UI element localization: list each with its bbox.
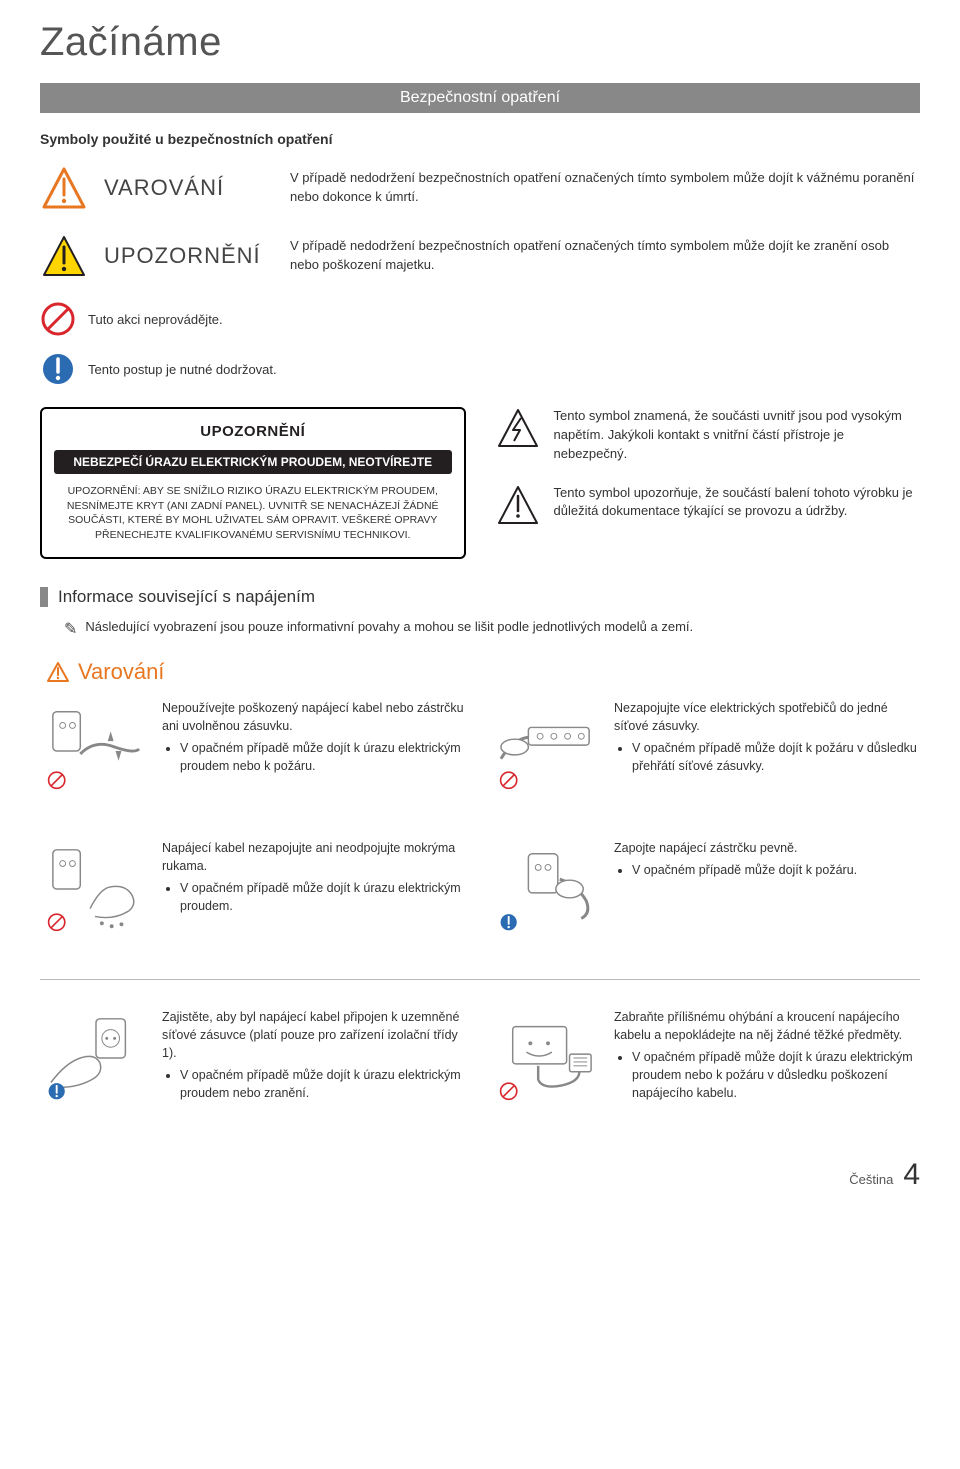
power-item-4: Zapojte napájecí zástrčku pevně. V opačn… — [492, 839, 920, 939]
warning-desc: V případě nedodržení bezpečnostních opat… — [290, 169, 920, 207]
symbol-row-warning: VAROVÁNÍ V případě nedodržení bezpečnost… — [40, 165, 920, 211]
symbol-row-donot: Tuto akci neprovádějte. — [40, 301, 920, 337]
section-chip-icon — [40, 587, 48, 607]
documentation-icon — [496, 484, 540, 526]
illustration-wet-hands — [40, 839, 150, 939]
power-item-5-bullet: V opačném případě může dojít k úrazu ele… — [180, 1066, 468, 1102]
power-heading: Informace související s napájením — [58, 587, 315, 607]
page-footer: Čeština 4 — [40, 1158, 920, 1192]
caution-box-bar: NEBEZPEČÍ ÚRAZU ELEKTRICKÝM PROUDEM, NEO… — [54, 450, 452, 474]
power-note-text: Následující vyobrazení jsou pouze inform… — [85, 619, 693, 639]
power-item-4-bullet: V opačném případě může dojít k požáru. — [632, 861, 857, 879]
caution-triangle-icon — [40, 233, 88, 279]
mandatory-icon — [40, 351, 74, 387]
caution-label: UPOZORNĚNÍ — [104, 243, 274, 269]
safety-section-title: Bezpečnostní opatření — [40, 83, 920, 113]
prohibit-icon — [40, 301, 74, 337]
power-item-1-bullet: V opačném případě může dojít k úrazu ele… — [180, 739, 468, 775]
warning-heading: Varování — [40, 659, 920, 685]
power-item-6-text: Zabraňte přílišnému ohýbání a kroucení n… — [614, 1008, 920, 1044]
power-item-2-bullet: V opačném případě může dojít k požáru v … — [632, 739, 920, 775]
power-item-1: Nepoužívejte poškozený napájecí kabel ne… — [40, 699, 468, 799]
power-item-3-bullet: V opačném případě může dojít k úrazu ele… — [180, 879, 468, 915]
warning-triangle-icon — [40, 165, 88, 211]
warning-heading-text: Varování — [78, 659, 164, 685]
separator — [40, 979, 920, 980]
power-item-3: Napájecí kabel nezapojujte ani neodpojuj… — [40, 839, 468, 939]
high-voltage-icon — [496, 407, 540, 449]
illustration-damaged-cord — [40, 699, 150, 799]
illustration-firm-plug — [492, 839, 602, 939]
follow-desc: Tento postup je nutné dodržovat. — [88, 362, 277, 377]
power-item-4-text: Zapojte napájecí zástrčku pevně. — [614, 839, 857, 857]
caution-box-body: UPOZORNĚNÍ: ABY SE SNÍŽILO RIZIKO ÚRAZU … — [54, 484, 452, 543]
symbol-row-follow: Tento postup je nutné dodržovat. — [40, 351, 920, 387]
warning-small-icon — [46, 661, 70, 683]
power-item-5: Zajistěte, aby byl napájecí kabel připoj… — [40, 1008, 468, 1108]
symbols-heading: Symboly použité u bezpečnostních opatřen… — [40, 131, 920, 147]
shock-caution-box: UPOZORNĚNÍ NEBEZPEČÍ ÚRAZU ELEKTRICKÝM P… — [40, 407, 466, 559]
power-item-2-text: Nezapojujte více elektrických spotřebičů… — [614, 699, 920, 735]
footer-language: Čeština — [849, 1172, 893, 1187]
power-item-2: Nezapojujte více elektrických spotřebičů… — [492, 699, 920, 799]
power-item-6: Zabraňte přílišnému ohýbání a kroucení n… — [492, 1008, 920, 1108]
power-section-head: Informace související s napájením — [40, 587, 920, 607]
power-note: ✎ Následující vyobrazení jsou pouze info… — [40, 619, 920, 639]
symbol-row-caution: UPOZORNĚNÍ V případě nedodržení bezpečno… — [40, 233, 920, 279]
power-item-3-text: Napájecí kabel nezapojujte ani neodpojuj… — [162, 839, 468, 875]
high-voltage-text: Tento symbol znamená, že součásti uvnitř… — [554, 407, 921, 464]
power-item-6-bullet: V opačném případě může dojít k úrazu ele… — [632, 1048, 920, 1102]
high-voltage-note: Tento symbol znamená, že součásti uvnitř… — [496, 407, 921, 464]
caution-box-title: UPOZORNĚNÍ — [54, 423, 452, 440]
power-item-1-text: Nepoužívejte poškozený napájecí kabel ne… — [162, 699, 468, 735]
note-icon: ✎ — [64, 619, 77, 639]
warning-label: VAROVÁNÍ — [104, 175, 274, 201]
illustration-powerstrip — [492, 699, 602, 799]
illustration-bent-cord — [492, 1008, 602, 1108]
documentation-text: Tento symbol upozorňuje, že součástí bal… — [554, 484, 921, 522]
caution-desc: V případě nedodržení bezpečnostních opat… — [290, 237, 920, 275]
power-item-5-text: Zajistěte, aby byl napájecí kabel připoj… — [162, 1008, 468, 1062]
donot-desc: Tuto akci neprovádějte. — [88, 312, 223, 327]
illustration-grounded — [40, 1008, 150, 1108]
footer-page-number: 4 — [903, 1158, 920, 1192]
page-title: Začínáme — [40, 20, 920, 65]
documentation-note: Tento symbol upozorňuje, že součástí bal… — [496, 484, 921, 526]
